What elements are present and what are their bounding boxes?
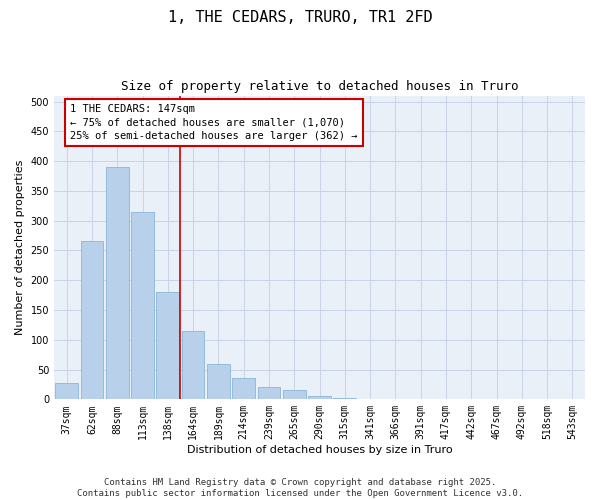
Bar xyxy=(334,398,356,400)
Bar xyxy=(157,292,179,400)
Text: 1 THE CEDARS: 147sqm
← 75% of detached houses are smaller (1,070)
25% of semi-de: 1 THE CEDARS: 147sqm ← 75% of detached h… xyxy=(70,104,358,141)
Bar xyxy=(55,382,78,400)
Bar xyxy=(80,242,103,400)
Bar xyxy=(257,388,280,400)
Title: Size of property relative to detached houses in Truro: Size of property relative to detached ho… xyxy=(121,80,518,93)
Bar xyxy=(232,378,255,400)
Bar xyxy=(384,398,407,400)
Bar xyxy=(409,398,432,400)
X-axis label: Distribution of detached houses by size in Truro: Distribution of detached houses by size … xyxy=(187,445,452,455)
Bar xyxy=(106,167,128,400)
Bar xyxy=(207,364,230,400)
Text: 1, THE CEDARS, TRURO, TR1 2FD: 1, THE CEDARS, TRURO, TR1 2FD xyxy=(167,10,433,25)
Bar xyxy=(283,390,305,400)
Bar xyxy=(182,331,205,400)
Y-axis label: Number of detached properties: Number of detached properties xyxy=(15,160,25,335)
Bar xyxy=(308,396,331,400)
Bar xyxy=(359,398,382,400)
Bar xyxy=(131,212,154,400)
Text: Contains HM Land Registry data © Crown copyright and database right 2025.
Contai: Contains HM Land Registry data © Crown c… xyxy=(77,478,523,498)
